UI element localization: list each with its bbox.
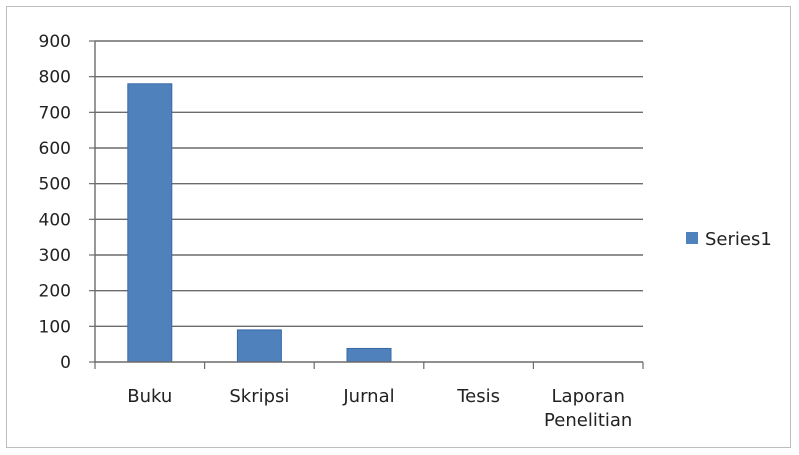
x-category-label: Jurnal <box>342 386 394 407</box>
x-category-label: Skripsi <box>229 386 289 407</box>
legend-label: Series1 <box>705 229 772 250</box>
y-tick-label: 200 <box>39 282 71 302</box>
bar-skripsi <box>236 329 282 363</box>
legend: Series1 <box>686 229 772 250</box>
bar-buku <box>127 83 173 363</box>
y-tick-label: 400 <box>39 210 71 230</box>
gridlines <box>89 40 643 363</box>
category-labels: Buku Skripsi Jurnal Tesis Laporan Penelitian <box>127 386 632 431</box>
x-category-label: Tesis <box>456 386 500 407</box>
bars <box>127 83 392 363</box>
y-tick-labels: 0 100 200 300 400 500 600 700 800 900 <box>39 32 71 373</box>
bar-jurnal <box>346 347 392 363</box>
y-tick-label: 500 <box>39 175 71 195</box>
y-tick-label: 0 <box>60 353 71 373</box>
y-tick-label: 900 <box>39 32 71 52</box>
axes <box>94 41 644 369</box>
x-category-label: Buku <box>127 386 172 407</box>
legend-swatch <box>686 232 698 244</box>
y-tick-label: 800 <box>39 68 71 88</box>
y-tick-label: 300 <box>39 246 71 266</box>
y-tick-label: 700 <box>39 103 71 123</box>
y-tick-label: 100 <box>39 317 71 337</box>
x-category-label: Laporan Penelitian <box>544 386 632 431</box>
y-tick-label: 600 <box>39 139 71 159</box>
